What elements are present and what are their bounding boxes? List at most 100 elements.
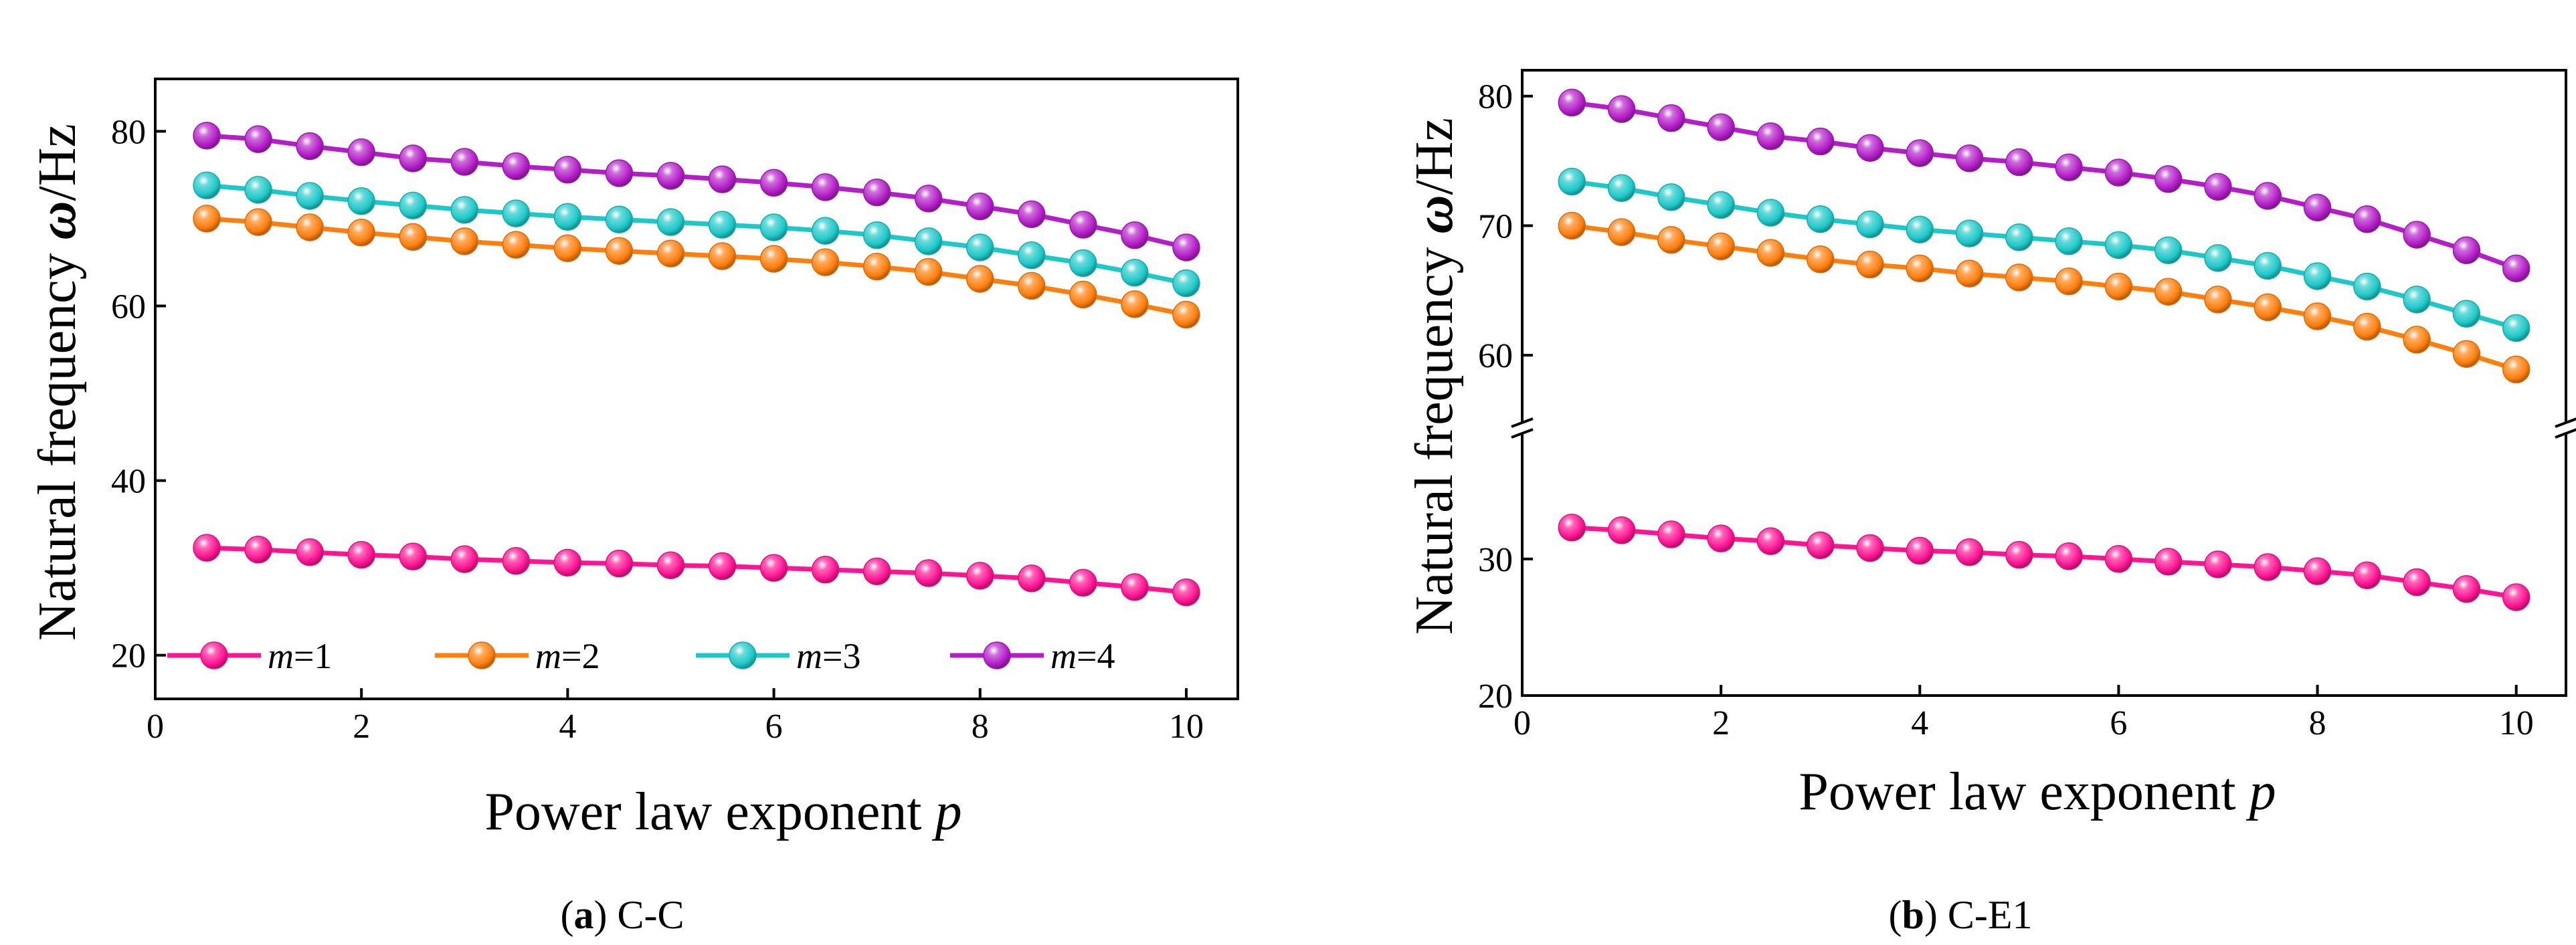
axis-break-mark xyxy=(2555,417,2576,428)
y-tick-label: 80 xyxy=(111,113,146,151)
x-tick-label: 2 xyxy=(353,708,370,746)
data-point xyxy=(2204,286,2232,314)
axis-break-mark xyxy=(1511,428,1534,439)
data-point xyxy=(1756,122,1785,150)
data-point xyxy=(966,233,994,261)
data-point xyxy=(759,213,788,241)
data-point xyxy=(2353,205,2381,233)
data-point xyxy=(605,237,634,265)
axis-break-gap xyxy=(2561,423,2571,433)
data-point xyxy=(347,187,375,215)
y-tick-label: 30 xyxy=(1478,541,1513,579)
x-tick-label: 8 xyxy=(2309,704,2326,742)
data-point xyxy=(2502,254,2531,283)
y-tick-label: 60 xyxy=(1478,337,1513,375)
y-tick-label: 20 xyxy=(1478,677,1513,716)
data-point xyxy=(2055,227,2083,255)
x-axis-label: Power law exponent p xyxy=(1799,762,2276,821)
data-point xyxy=(811,173,840,201)
data-point xyxy=(811,248,840,276)
data-point xyxy=(1856,134,1884,162)
data-point xyxy=(759,245,788,273)
series-m=3 xyxy=(193,171,1200,298)
data-point xyxy=(966,265,994,293)
plot-frame xyxy=(1521,69,2567,697)
data-point xyxy=(1172,233,1200,261)
data-point xyxy=(399,223,427,251)
data-point xyxy=(296,132,324,161)
data-point xyxy=(1121,290,1149,318)
data-point xyxy=(1756,527,1785,555)
data-point xyxy=(708,165,737,193)
data-point xyxy=(1856,534,1884,562)
data-point xyxy=(2154,278,2183,306)
y-tick-label: 20 xyxy=(111,637,146,675)
plot-frame xyxy=(154,78,1239,700)
data-point xyxy=(2204,550,2232,579)
data-point xyxy=(1707,524,1735,552)
data-point xyxy=(1657,520,1685,548)
x-tick-label: 0 xyxy=(1513,704,1531,742)
series-m=3 xyxy=(1558,167,2531,342)
data-point xyxy=(1906,215,1934,244)
data-point xyxy=(1856,250,1884,279)
data-point xyxy=(2253,182,2282,210)
x-tick-label: 8 xyxy=(972,708,989,746)
data-point xyxy=(2005,223,2033,251)
legend-entry: m=4 xyxy=(950,636,1115,676)
panel-b-chart: (b) C-E1 0 2 4 6 8 10 20 30 60 70 80 Power law expo… xyxy=(1405,69,2576,937)
data-point xyxy=(2154,165,2183,193)
data-point xyxy=(399,144,427,173)
data-point xyxy=(1558,88,1586,117)
data-point xyxy=(2403,568,2431,597)
data-point xyxy=(862,178,891,207)
data-point xyxy=(656,239,685,268)
data-point xyxy=(2104,545,2133,573)
data-point xyxy=(193,205,221,233)
data-point xyxy=(1018,200,1046,229)
data-point xyxy=(2452,574,2481,603)
axis-break-mark xyxy=(1511,417,1534,428)
series-m=2 xyxy=(193,205,1200,329)
data-point xyxy=(914,257,943,286)
y-tick-label: 60 xyxy=(111,288,146,326)
data-point xyxy=(244,535,272,564)
x-tick-label: 10 xyxy=(1169,708,1204,746)
data-point xyxy=(553,156,582,184)
data-point xyxy=(244,208,272,236)
data-point xyxy=(1558,211,1586,240)
x-tick-label: 10 xyxy=(2499,704,2534,742)
series-m=1 xyxy=(193,534,1200,607)
data-point xyxy=(1069,249,1097,278)
data-point xyxy=(2104,159,2133,187)
data-point xyxy=(1069,568,1097,597)
data-point xyxy=(502,199,531,227)
data-point xyxy=(193,534,221,562)
data-point xyxy=(605,205,634,233)
legend-entry: m=1 xyxy=(167,636,332,676)
data-point xyxy=(2204,173,2232,201)
data-point xyxy=(193,122,221,150)
data-point xyxy=(1657,226,1685,254)
data-point xyxy=(347,540,375,569)
data-point xyxy=(1955,219,1984,247)
data-point xyxy=(1806,245,1835,274)
data-point xyxy=(605,159,634,187)
data-point xyxy=(502,231,531,259)
data-point xyxy=(1558,514,1586,542)
data-point xyxy=(1707,191,1735,219)
data-point xyxy=(244,176,272,204)
data-point xyxy=(1906,254,1934,283)
data-point xyxy=(2502,583,2531,611)
data-point xyxy=(1018,241,1046,270)
data-point xyxy=(1172,578,1200,607)
data-point xyxy=(347,138,375,167)
data-point xyxy=(2005,148,2033,177)
data-point xyxy=(2353,312,2381,341)
data-point xyxy=(1955,259,1984,288)
x-tick-label: 4 xyxy=(1911,704,1928,742)
data-point xyxy=(502,546,531,575)
data-point xyxy=(2154,236,2183,264)
data-point xyxy=(1657,183,1685,211)
